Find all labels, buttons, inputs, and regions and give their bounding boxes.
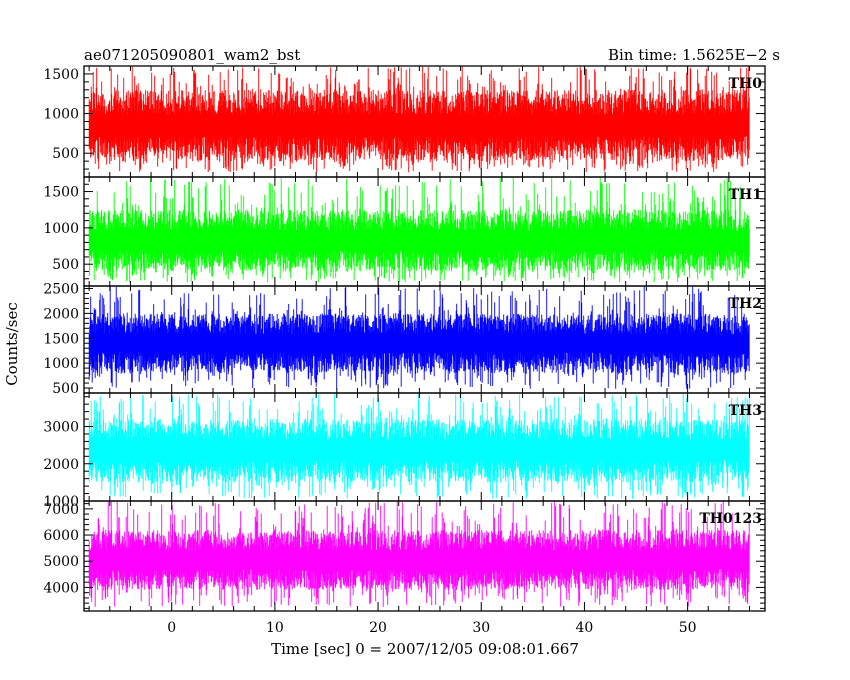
y-tick-label: 3000 [43, 420, 79, 436]
y-tick-label: 1000 [43, 356, 79, 372]
y-tick-label: 1500 [43, 185, 79, 201]
series-trace-th1 [88, 177, 750, 283]
y-tick-label: 2000 [43, 306, 79, 322]
series-trace-th0123 [88, 501, 750, 607]
panel-th2: 500 1000 1500 2000 2500 TH2 [43, 281, 766, 397]
y-tick-label: 1000 [43, 221, 79, 237]
y-tick-label: 1500 [43, 331, 79, 347]
x-tick-label: 50 [679, 620, 697, 636]
panel-name-label: TH0 [729, 76, 763, 92]
x-tick-label: 20 [369, 620, 387, 636]
series-trace-th2 [88, 286, 750, 389]
panel-th0: 500 1000 1500 TH0 [43, 65, 766, 178]
series-trace-th0 [88, 66, 750, 173]
y-tick-label: 7000 [43, 502, 79, 518]
y-tick-label: 500 [52, 381, 79, 397]
y-tick-label: 500 [52, 146, 79, 162]
y-tick-label: 5000 [43, 554, 79, 570]
y-tick-label: 500 [52, 257, 79, 273]
y-tick-label: 4000 [43, 580, 79, 596]
series-trace-th3 [88, 393, 750, 499]
panel-name-label: TH1 [729, 187, 762, 203]
y-tick-label: 1500 [43, 67, 79, 83]
x-tick-label: 30 [472, 620, 490, 636]
y-tick-label: 6000 [43, 528, 79, 544]
panel-name-label: TH0123 [699, 511, 762, 527]
x-tick-label: 0 [167, 620, 176, 636]
y-axis-label: Counts/sec [3, 302, 21, 386]
x-tick-label: 10 [266, 620, 284, 636]
panel-name-label: TH2 [729, 296, 762, 312]
panel-th3: 1000 2000 3000 TH3 [43, 392, 766, 510]
chart-title: ae071205090801_wam2_bst [84, 46, 300, 64]
y-tick-label: 1000 [43, 494, 79, 510]
x-axis-label: Time [sec] 0 = 2007/12/05 09:08:01.667 [271, 640, 579, 658]
y-tick-label: 2000 [43, 457, 79, 473]
panel-th0123: 4000 5000 6000 7000 TH0123 [43, 500, 766, 612]
panel-name-label: TH3 [729, 403, 762, 419]
y-tick-label: 2500 [43, 281, 79, 297]
y-tick-label: 1000 [43, 107, 79, 123]
panel-th1: 500 1000 1500 TH1 [43, 176, 766, 287]
x-tick-label: 40 [576, 620, 594, 636]
bin-time-label: Bin time: 1.5625E−2 s [608, 46, 780, 64]
